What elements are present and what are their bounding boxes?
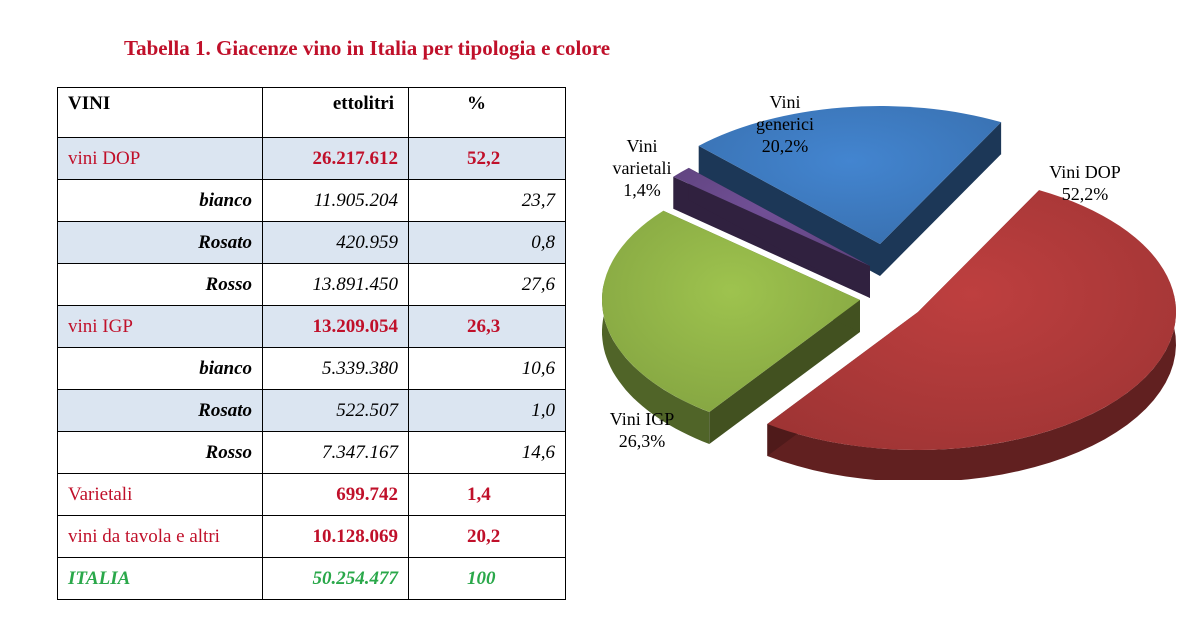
row-name: vini IGP: [57, 305, 263, 348]
table-row: Varietali 699.742 1,4: [57, 473, 566, 516]
pie-label-line: 1,4%: [623, 180, 661, 200]
pie-chart: Vini DOP 52,2%Vini IGP 26,3%Vini varietali 1…: [602, 92, 1177, 480]
pie-slice-top: [602, 210, 860, 413]
row-name: vini DOP: [57, 137, 263, 180]
pie-slice-vini-varietali: [673, 167, 870, 298]
row-value: 50.254.477: [262, 557, 409, 600]
row-value: 420.959: [262, 221, 409, 264]
row-percent: 27,6: [408, 263, 566, 306]
row-name: vini da tavola e altri: [57, 515, 263, 558]
row-value: 11.905.204: [262, 179, 409, 222]
table-row: bianco 5.339.380 10,6: [57, 347, 566, 390]
table-row: vini DOP 26.217.612 52,2: [57, 137, 566, 180]
row-name: ITALIA: [57, 557, 263, 600]
pie-slice-cut: [880, 122, 1002, 276]
row-percent: 0,8: [408, 221, 566, 264]
pie-slice-top: [767, 190, 1177, 451]
row-name: bianco: [57, 179, 263, 222]
pie-label-line: 20,2%: [762, 136, 809, 156]
row-percent: 1,4: [408, 473, 566, 516]
pie-label-vini-varietali: Vini varietali 1,4%: [613, 136, 672, 200]
pie-label-line: varietali: [613, 158, 672, 178]
header-ettolitri: ettolitri: [262, 87, 409, 138]
pie-slice-top: [673, 167, 870, 266]
pie-label-line: generici: [756, 114, 814, 134]
pie-label-vini-generici: Vini generici 20,2%: [756, 92, 814, 156]
table-row: Rosato 522.507 1,0: [57, 389, 566, 432]
pie-label-line: Vini IGP: [610, 409, 674, 429]
pie-label-vini-igp: Vini IGP 26,3%: [610, 409, 674, 451]
table-row: bianco 11.905.204 23,7: [57, 179, 566, 222]
row-name: Rosato: [57, 221, 263, 264]
header-percent: %: [408, 87, 566, 138]
table-row: vini da tavola e altri 10.128.069 20,2: [57, 515, 566, 558]
pie-slice-vini-generici: [698, 105, 1002, 276]
table-header-row: VINI ettolitri %: [57, 87, 566, 138]
row-value: 10.128.069: [262, 515, 409, 558]
pie-slice-top: [698, 105, 1002, 244]
row-percent: 20,2: [408, 515, 566, 558]
pie-label-line: 52,2%: [1062, 184, 1109, 204]
table-row: Rosso 7.347.167 14,6: [57, 431, 566, 474]
row-value: 5.339.380: [262, 347, 409, 390]
row-value: 26.217.612: [262, 137, 409, 180]
row-value: 13.209.054: [262, 305, 409, 348]
page-title: Tabella 1. Giacenze vino in Italia per t…: [124, 36, 611, 60]
row-percent: 52,2: [408, 137, 566, 180]
row-percent: 1,0: [408, 389, 566, 432]
pie-slice-side: [767, 294, 1176, 480]
row-value: 7.347.167: [262, 431, 409, 474]
table-total-row: ITALIA 50.254.477 100: [57, 557, 566, 600]
pie-slice-cut: [698, 145, 880, 276]
row-percent: 10,6: [408, 347, 566, 390]
pie-label-line: Vini DOP: [1049, 162, 1120, 182]
pie-label-line: Vini: [627, 136, 658, 156]
pie-slice-vini-dop: [767, 190, 1177, 480]
pie-slice-cut: [709, 300, 860, 445]
row-name: Varietali: [57, 473, 263, 516]
row-value: 13.891.450: [262, 263, 409, 306]
table-row: Rosato 420.959 0,8: [57, 221, 566, 264]
pie-slice-side: [602, 283, 710, 444]
header-vini: VINI: [57, 87, 263, 138]
row-percent: 26,3: [408, 305, 566, 348]
table-row: Rosso 13.891.450 27,6: [57, 263, 566, 306]
row-name: Rosso: [57, 263, 263, 306]
row-value: 699.742: [262, 473, 409, 516]
row-percent: 100: [408, 557, 566, 600]
pie-slice-vini-igp: [602, 210, 860, 445]
row-name: Rosato: [57, 389, 263, 432]
pie-label-vini-dop: Vini DOP 52,2%: [1049, 162, 1120, 204]
row-percent: 23,7: [408, 179, 566, 222]
row-value: 522.507: [262, 389, 409, 432]
table-row: vini IGP 13.209.054 26,3: [57, 305, 566, 348]
row-name: bianco: [57, 347, 263, 390]
row-name: Rosso: [57, 431, 263, 474]
pie-label-line: 26,3%: [619, 431, 666, 451]
row-percent: 14,6: [408, 431, 566, 474]
wine-stock-table: VINI ettolitri % vini DOP 26.217.612 52,…: [57, 87, 566, 600]
pie-label-line: Vini: [770, 92, 801, 112]
